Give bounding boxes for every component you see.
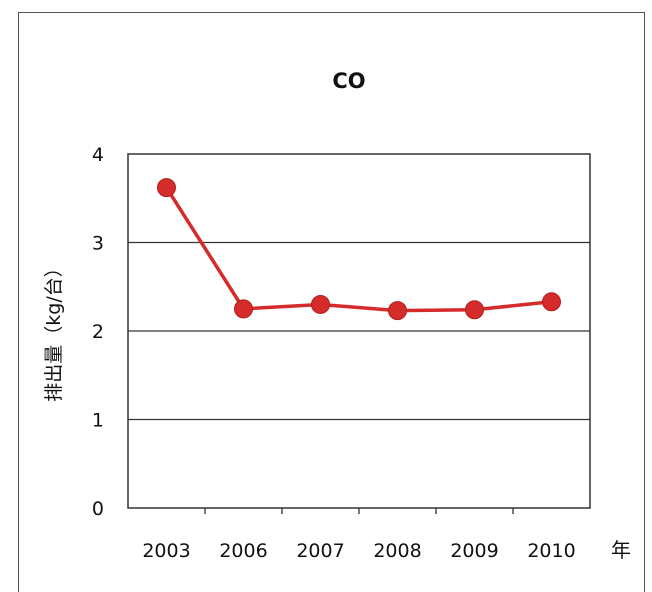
data-point <box>465 300 484 320</box>
x-tick-label: 2009 <box>450 540 498 562</box>
chart-title: CO <box>332 69 365 93</box>
data-point <box>388 301 407 321</box>
data-point <box>157 178 176 198</box>
x-tick-label: 2008 <box>373 540 421 562</box>
x-tick-label: 2006 <box>219 540 267 562</box>
y-axis-label: 排出量（kg/台） <box>43 258 65 401</box>
y-tick-label: 2 <box>92 321 104 343</box>
data-point <box>542 292 561 312</box>
x-axis-unit-label: 年 <box>611 538 631 562</box>
data-point <box>234 299 253 319</box>
series-line <box>165 186 552 313</box>
x-tick-label: 2007 <box>296 540 344 562</box>
data-point <box>311 294 330 314</box>
y-tick-label: 1 <box>92 410 104 432</box>
x-tick-label: 2003 <box>142 540 190 562</box>
y-tick-label: 4 <box>92 144 104 166</box>
x-tick-label: 2010 <box>527 540 575 562</box>
y-tick-label: 0 <box>92 498 104 520</box>
y-tick-label: 3 <box>92 233 104 255</box>
